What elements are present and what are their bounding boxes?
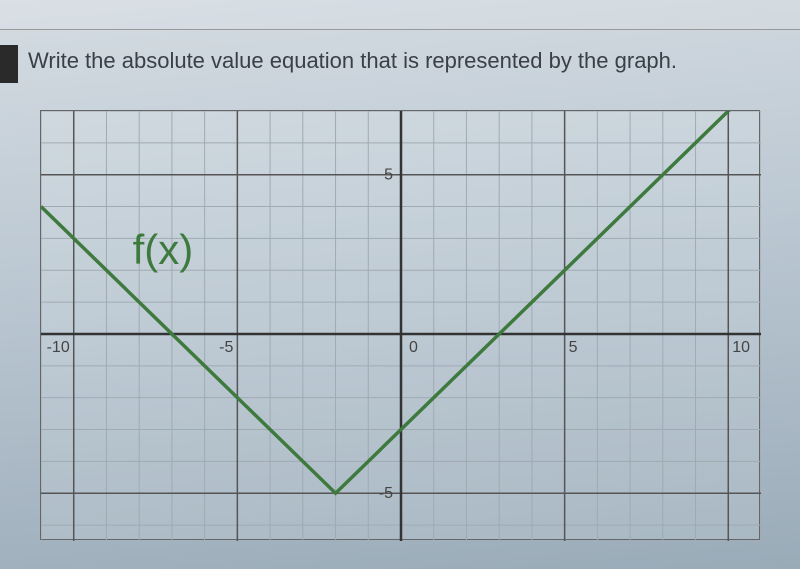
question-marker: [0, 45, 18, 83]
axes: [41, 111, 761, 541]
function-label: f(x): [133, 226, 194, 273]
svg-text:-5: -5: [219, 339, 233, 356]
svg-text:0: 0: [409, 339, 418, 356]
svg-text:5: 5: [569, 339, 578, 356]
top-divider: [0, 0, 800, 30]
absolute-value-chart: 0 5 10 -10 -5 5 -5 f(x): [40, 110, 760, 540]
svg-text:-5: -5: [379, 485, 393, 502]
svg-text:5: 5: [384, 167, 393, 184]
svg-text:-10: -10: [47, 339, 70, 356]
chart-svg: 0 5 10 -10 -5 5 -5 f(x): [41, 111, 761, 541]
svg-text:10: 10: [732, 339, 750, 356]
question-text: Write the absolute value equation that i…: [28, 48, 677, 74]
